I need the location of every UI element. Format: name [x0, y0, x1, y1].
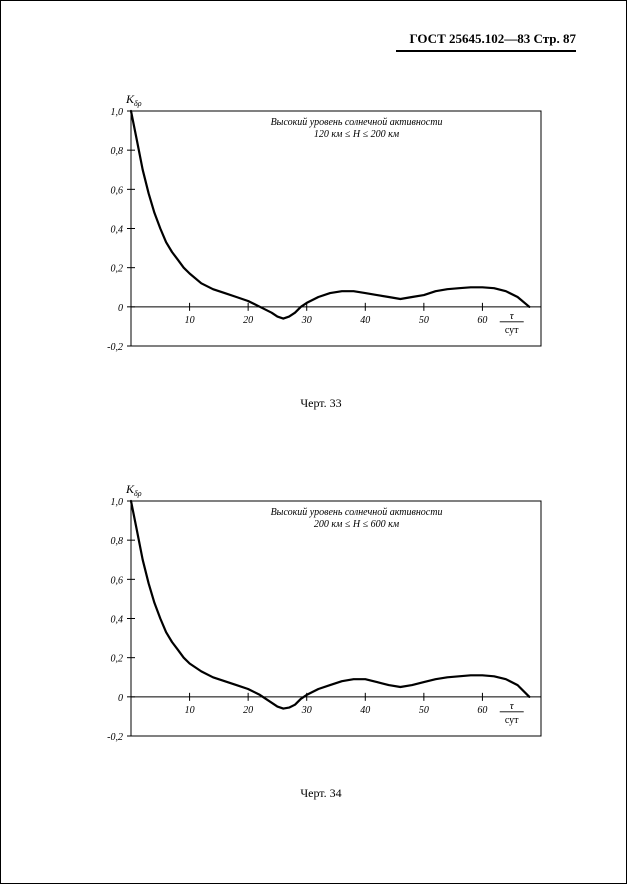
svg-text:20: 20 — [243, 315, 253, 326]
svg-text:0: 0 — [118, 303, 123, 314]
svg-text:0,8: 0,8 — [111, 536, 124, 547]
svg-text:0: 0 — [118, 693, 123, 704]
svg-text:30: 30 — [301, 315, 312, 326]
svg-text:120 км ≤ H ≤ 200 км: 120 км ≤ H ≤ 200 км — [314, 129, 400, 140]
svg-text:Kδρ: Kδρ — [125, 92, 142, 108]
svg-text:0,8: 0,8 — [111, 146, 124, 157]
chart-34-container: 10 20 30 40 50 60 -0,2 0 0,2 0,4 0,6 0,8 1,0 Высокий … — [81, 476, 561, 801]
chart-33-container: 10 20 30 40 50 60 -0,2 0 0,2 0,4 0,6 0,8 1,0 Высокий … — [81, 86, 561, 411]
svg-text:-0,2: -0,2 — [107, 342, 123, 353]
svg-text:0,4: 0,4 — [111, 225, 124, 236]
svg-text:0,2: 0,2 — [111, 264, 124, 275]
svg-text:сут: сут — [505, 325, 519, 336]
svg-text:1,0: 1,0 — [111, 107, 124, 118]
svg-text:40: 40 — [360, 705, 370, 716]
svg-text:Высокий уровень солнечной акти: Высокий уровень солнечной активности — [271, 507, 443, 518]
svg-text:Kδρ: Kδρ — [125, 482, 142, 498]
svg-text:60: 60 — [477, 315, 487, 326]
svg-text:0,4: 0,4 — [111, 615, 124, 626]
svg-text:0,6: 0,6 — [111, 185, 124, 196]
svg-text:Высокий уровень солнечной акти: Высокий уровень солнечной активности — [271, 117, 443, 128]
page-header: ГОСТ 25645.102—83 Стр. 87 — [396, 31, 576, 52]
chart-34-caption: Черт. 34 — [81, 786, 561, 801]
svg-text:30: 30 — [301, 705, 312, 716]
svg-text:1,0: 1,0 — [111, 497, 124, 508]
svg-text:0,2: 0,2 — [111, 654, 124, 665]
chart-34-svg: 10 20 30 40 50 60 -0,2 0 0,2 0,4 0,6 0,8 1,0 Высокий … — [81, 476, 561, 776]
svg-text:10: 10 — [185, 315, 195, 326]
svg-text:200 км ≤ H ≤ 600 км: 200 км ≤ H ≤ 600 км — [314, 519, 400, 530]
chart-33-svg: 10 20 30 40 50 60 -0,2 0 0,2 0,4 0,6 0,8 1,0 Высокий … — [81, 86, 561, 386]
svg-text:60: 60 — [477, 705, 487, 716]
svg-text:40: 40 — [360, 315, 370, 326]
svg-text:50: 50 — [419, 315, 429, 326]
svg-text:0,6: 0,6 — [111, 575, 124, 586]
svg-text:-0,2: -0,2 — [107, 732, 123, 743]
svg-text:сут: сут — [505, 715, 519, 726]
svg-text:50: 50 — [419, 705, 429, 716]
chart-33-caption: Черт. 33 — [81, 396, 561, 411]
svg-text:10: 10 — [185, 705, 195, 716]
svg-text:20: 20 — [243, 705, 253, 716]
